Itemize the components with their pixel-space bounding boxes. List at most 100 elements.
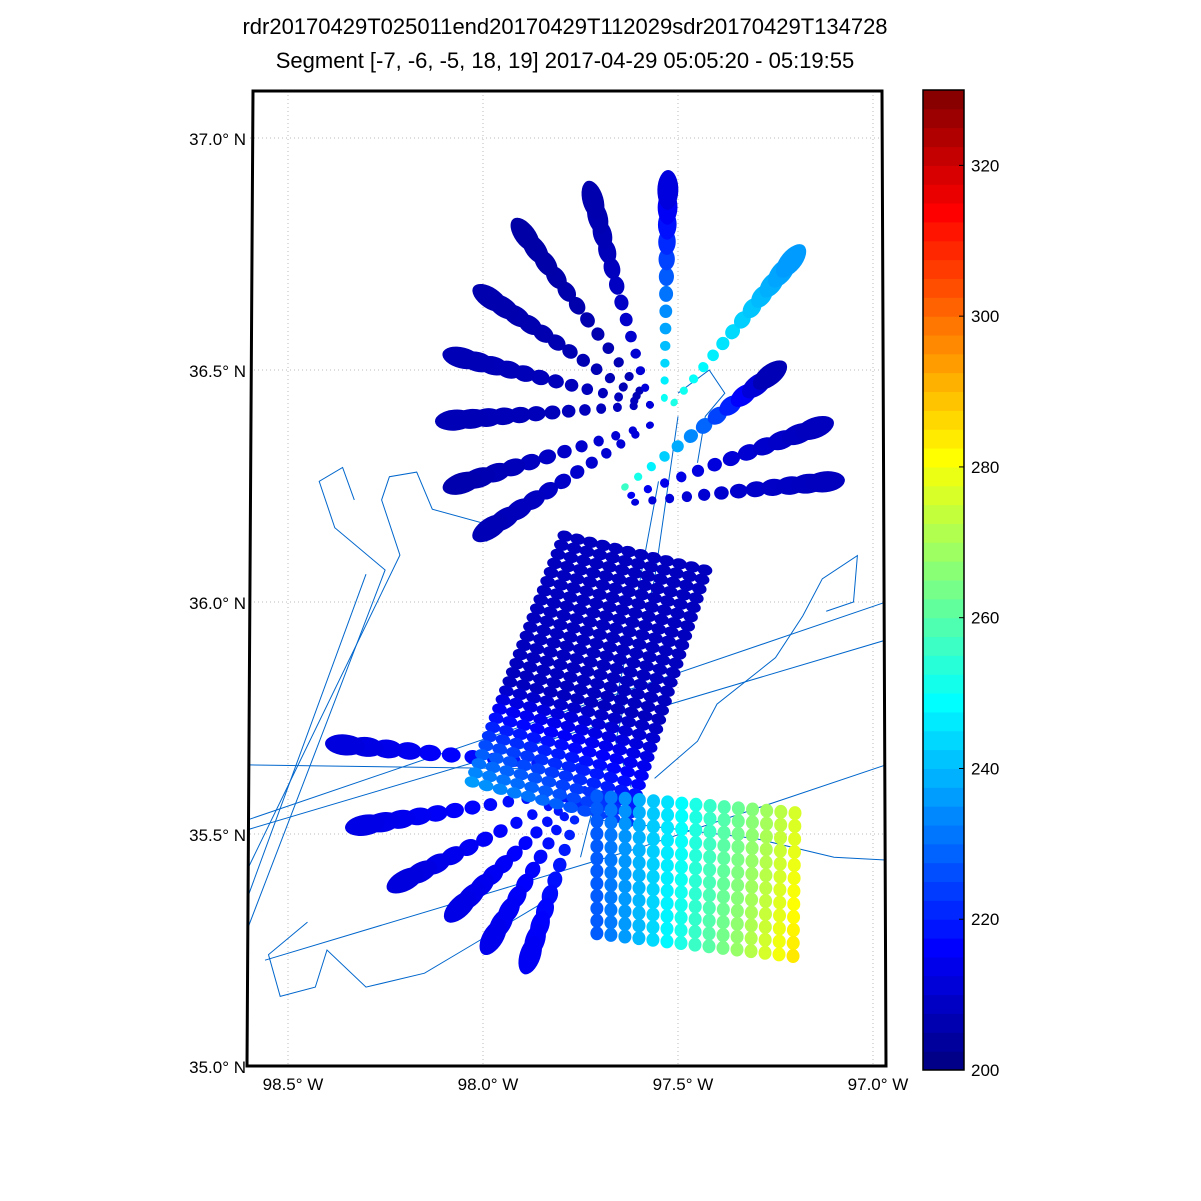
- colorbar-segment: [923, 730, 964, 751]
- data-point: [499, 725, 514, 737]
- data-point: [529, 603, 545, 615]
- data-point: [578, 755, 594, 767]
- data-point: [615, 644, 631, 656]
- data-point: [580, 705, 596, 718]
- colorbar: 200 220 240 260 280 300 320: [922, 89, 999, 1080]
- data-point: [787, 871, 801, 886]
- data-point: [717, 851, 731, 866]
- data-point: [689, 810, 703, 825]
- data-point: [608, 276, 625, 295]
- data-point: [544, 405, 561, 420]
- data-point: [586, 687, 602, 699]
- colorbar-segment: [923, 655, 964, 675]
- data-point: [670, 398, 678, 407]
- colorbar-segment: [923, 1051, 964, 1071]
- data-point: [597, 700, 612, 712]
- data-point: [689, 835, 703, 850]
- data-point: [576, 554, 592, 567]
- data-point: [646, 794, 660, 809]
- data-point: [787, 910, 801, 925]
- data-point: [625, 657, 641, 669]
- data-point: [592, 588, 608, 600]
- data-point: [623, 756, 638, 769]
- data-point: [575, 440, 588, 453]
- data-point: [678, 579, 694, 592]
- data-point: [697, 564, 713, 576]
- data-point: [660, 896, 674, 911]
- data-point: [717, 864, 731, 879]
- data-point: [654, 704, 669, 716]
- data-point: [731, 891, 745, 906]
- data-point: [698, 361, 709, 373]
- data-point: [630, 688, 646, 700]
- data-point: [566, 582, 582, 594]
- data-point: [660, 871, 674, 886]
- data-point: [676, 471, 687, 483]
- data-point: [580, 312, 595, 328]
- data-point: [611, 613, 627, 625]
- colorbar-tick-label: 240: [971, 759, 999, 778]
- data-point: [602, 641, 618, 653]
- data-point: [628, 738, 644, 750]
- data-point: [674, 898, 688, 913]
- data-point: [635, 629, 650, 641]
- data-point: [646, 844, 660, 859]
- data-point: [533, 754, 549, 766]
- data-point: [641, 610, 656, 622]
- data-point: [604, 865, 618, 880]
- data-point: [773, 908, 787, 923]
- data-point: [677, 629, 693, 641]
- data-point: [595, 579, 611, 591]
- data-point: [619, 312, 633, 327]
- data-point: [579, 625, 595, 637]
- data-point: [773, 882, 787, 897]
- data-point: [731, 814, 745, 829]
- colorbar-segment: [923, 146, 964, 166]
- data-point: [575, 594, 591, 606]
- data-point: [744, 931, 758, 946]
- data-point: [694, 573, 710, 585]
- data-point: [618, 635, 634, 647]
- colorbar-segment: [923, 693, 964, 713]
- data-point: [445, 802, 464, 819]
- flight-track: [247, 601, 886, 821]
- data-point: [612, 653, 628, 666]
- data-point: [631, 638, 647, 650]
- data-point: [642, 741, 658, 753]
- data-point: [590, 888, 604, 903]
- data-point: [543, 566, 559, 579]
- data-point: [674, 923, 688, 938]
- colorbar-frame: [922, 89, 965, 1071]
- data-point: [667, 617, 682, 629]
- data-point: [569, 573, 585, 585]
- data-point: [563, 671, 578, 683]
- data-point: [621, 716, 637, 728]
- data-point: [523, 741, 539, 753]
- data-point: [607, 712, 623, 724]
- data-point: [522, 701, 538, 713]
- data-point: [604, 853, 618, 868]
- data-point: [680, 620, 695, 632]
- data-point: [472, 283, 508, 313]
- data-point: [561, 761, 577, 773]
- data-point: [418, 744, 442, 762]
- data-point: [624, 706, 640, 719]
- colorbar-segment: [923, 391, 964, 411]
- data-point: [604, 927, 618, 942]
- data-point: [527, 809, 538, 820]
- data-point: [643, 485, 653, 494]
- data-point: [590, 839, 604, 854]
- data-point: [659, 322, 672, 335]
- data-point: [590, 864, 604, 879]
- colorbar-tick-label: 200: [971, 1061, 999, 1080]
- data-point: [688, 912, 702, 927]
- data-point: [636, 760, 652, 772]
- data-point: [716, 940, 730, 955]
- data-point: [605, 591, 621, 604]
- data-point: [774, 817, 788, 832]
- data-point: [575, 764, 591, 777]
- data-point: [646, 894, 660, 909]
- data-point: [559, 600, 575, 612]
- data-point: [496, 774, 511, 786]
- data-point: [672, 558, 687, 570]
